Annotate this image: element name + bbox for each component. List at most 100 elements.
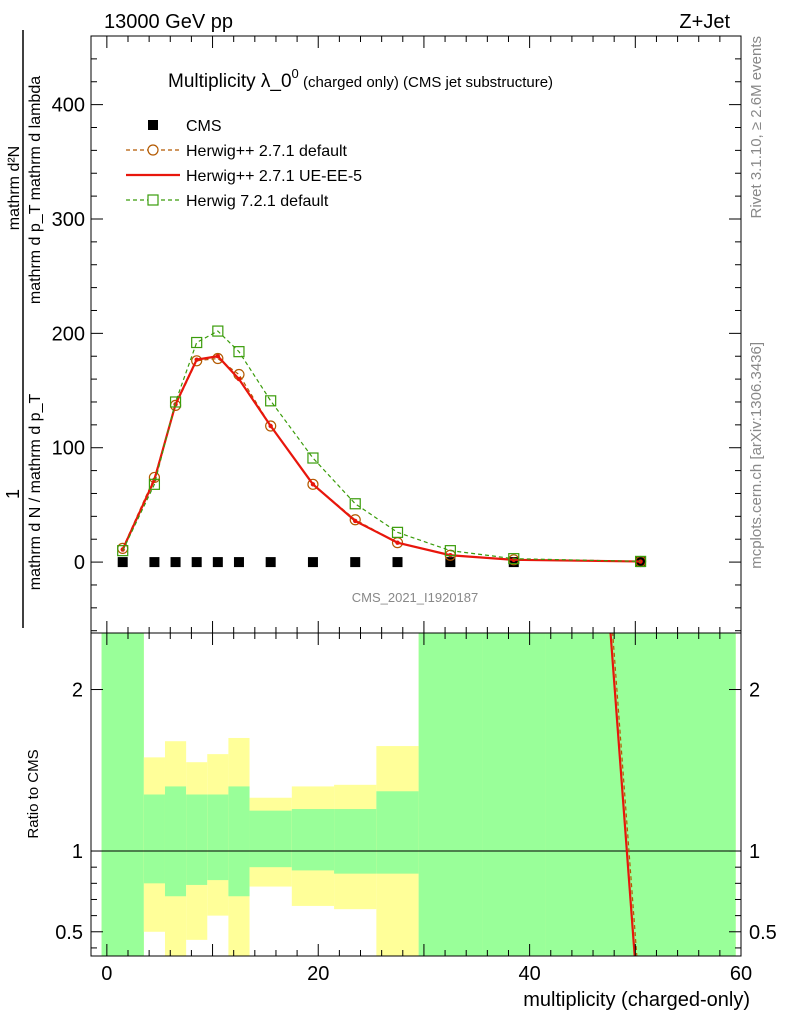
cms-data-point xyxy=(350,557,361,568)
x-tick-label: 60 xyxy=(730,963,752,985)
herwig-2-7-1-default-point xyxy=(148,471,161,484)
analysis-watermark: CMS_2021_I1920187 xyxy=(352,590,479,605)
main-plot-axes: 0 100 200 300 400 xyxy=(52,35,742,634)
cms-data-point xyxy=(117,557,128,568)
herwig-2-7-1-ue-ee-5-point xyxy=(268,423,273,429)
ratio-green-band xyxy=(228,786,250,897)
x-axis-label: multiplicity (charged-only) xyxy=(523,989,750,1011)
mcplots-credit-label: mcplots.cern.ch [arXiv:1306.3436] xyxy=(748,342,765,569)
header-process-label: 13000 GeV pp xyxy=(104,11,233,33)
legend-item-cms: CMS xyxy=(148,118,222,135)
herwig-7-2-1-default-point xyxy=(508,553,520,565)
y-tick-label: 400 xyxy=(52,95,85,117)
legend-label: Herwig++ 2.7.1 UE-EE-5 xyxy=(186,168,362,185)
herwig-7-2-1-default-point xyxy=(307,452,319,464)
cms-data-point xyxy=(170,557,181,568)
herwig-2-7-1-ue-ee-5-line xyxy=(121,355,641,563)
herwig-7-2-1-default-point xyxy=(349,498,361,510)
x-tick-label: 20 xyxy=(307,963,329,985)
ratio-plot-axes: 0.5 0.51 12 20 20 40 60 xyxy=(55,632,777,985)
main-plot-title: Multiplicity λ_00 (charged only) (CMS je… xyxy=(168,66,553,92)
cms-data-point xyxy=(212,557,223,568)
cms-data-point xyxy=(508,557,519,568)
cms-data-point xyxy=(191,557,202,568)
x-tick-label: 0 xyxy=(101,963,112,985)
ratio-y-tick-label-right: 1 xyxy=(749,841,760,863)
herwig-2-7-1-ue-ee-5-point xyxy=(215,354,221,359)
herwig-2-7-1-default-point xyxy=(307,478,319,490)
herwig-2-7-1-default-line xyxy=(122,357,641,563)
herwig-7-2-1-default-line xyxy=(122,330,641,563)
ratio-green-band xyxy=(545,633,736,956)
legend-label: CMS xyxy=(186,118,222,135)
herwig-2-7-1-default-point xyxy=(212,352,224,365)
legend-label: Herwig 7.2.1 default xyxy=(186,193,329,210)
ratio-green-band xyxy=(291,809,335,871)
cms-data-point xyxy=(392,557,403,568)
herwig-2-7-1-ue-ee-5-point xyxy=(638,559,643,564)
ratio-y-tick-label-right: 2 xyxy=(749,680,760,702)
herwig-2-7-1-ue-ee-5-point xyxy=(194,357,199,362)
ratio-y-tick-label-left: 2 xyxy=(72,680,83,702)
ratio-y-tick-label-left: 0.5 xyxy=(55,922,83,944)
herwig-2-7-1-default-point xyxy=(191,355,203,367)
ratio-green-band xyxy=(482,633,546,956)
cms-data-point xyxy=(149,557,160,568)
ratio-plot-area xyxy=(101,633,736,956)
ratio-green-band xyxy=(249,810,292,868)
y-label-denominator: mathrm d N / mathrm d p_T xyxy=(27,394,44,591)
ratio-frame xyxy=(90,632,742,957)
ratio-green-band xyxy=(418,633,483,956)
ratio-y-tick-label-left: 1 xyxy=(72,841,83,863)
legend-item-herwig-2-7-1-default: Herwig++ 2.7.1 default xyxy=(126,143,348,160)
herwig-7-2-1-default-point xyxy=(444,545,456,557)
herwig-7-2-1-default-point xyxy=(634,555,647,568)
header-channel-label: Z+Jet xyxy=(679,11,730,33)
herwig-7-2-1-default-point xyxy=(391,526,404,538)
x-tick-label: 40 xyxy=(518,963,540,985)
ratio-green-band xyxy=(376,791,419,874)
ratio-y-axis-label: Ratio to CMS xyxy=(25,749,42,838)
ratio-herwig-2-7-1-ue-ee-5-line xyxy=(609,633,636,956)
y-tick-label: 300 xyxy=(52,209,85,231)
ratio-green-band xyxy=(143,794,165,884)
herwig-7-2-1-default-point xyxy=(212,325,224,337)
herwig-7-2-1-default-point xyxy=(233,346,245,358)
herwig-7-2-1-default-point xyxy=(265,395,277,407)
herwig-7-2-1-default-point xyxy=(148,478,161,490)
legend-marker xyxy=(148,120,158,130)
cms-data-point xyxy=(445,557,456,568)
cms-data-point xyxy=(233,557,244,568)
ratio-green-band xyxy=(101,633,144,956)
ratio-green-band xyxy=(164,786,187,897)
legend: CMS Herwig++ 2.7.1 default Herwig++ 2.7.1 … xyxy=(126,118,362,210)
cms-data-point xyxy=(307,557,318,568)
legend-item-herwig-2-7-1-ue-ee-5: Herwig++ 2.7.1 UE-EE-5 xyxy=(126,168,362,185)
herwig-2-7-1-ue-ee-5-point xyxy=(353,518,358,524)
ratio-green-band xyxy=(334,809,377,874)
herwig-2-7-1-default-point xyxy=(349,514,361,526)
legend-marker xyxy=(147,144,159,156)
ratio-y-tick-label-right: 0.5 xyxy=(749,922,777,944)
herwig-7-2-1-default-point xyxy=(169,396,182,408)
y-label-second-numerator: mathrm d²N xyxy=(6,146,23,230)
ratio-green-band xyxy=(207,794,229,881)
herwig-2-7-1-ue-ee-5-point xyxy=(395,540,400,545)
herwig-2-7-1-default-point xyxy=(265,420,277,432)
y-tick-label: 0 xyxy=(74,552,85,574)
ratio-plot-data xyxy=(91,633,741,956)
herwig-7-2-1-default-point xyxy=(191,336,203,349)
y-tick-label: 100 xyxy=(52,438,85,460)
rivet-version-label: Rivet 3.1.10, ≥ 2.6M events xyxy=(748,36,765,219)
herwig-2-7-1-ue-ee-5-point xyxy=(310,482,316,487)
y-label-numerator: 1 xyxy=(3,489,23,499)
y-label-second-denominator: mathrm d p_T mathrm d lambda xyxy=(27,76,44,304)
herwig-2-7-1-ue-ee-5-point xyxy=(236,376,242,382)
ratio-herwig-2-7-1-default-line xyxy=(612,633,638,956)
main-y-axis-label: 1 mathrm d N / mathrm d p_T mathrm d²N m… xyxy=(3,30,44,628)
ratio-green-band xyxy=(186,794,208,885)
cms-data-point xyxy=(265,557,276,568)
legend-marker xyxy=(147,194,159,206)
legend-item-herwig-7-2-1-default: Herwig 7.2.1 default xyxy=(126,193,329,210)
